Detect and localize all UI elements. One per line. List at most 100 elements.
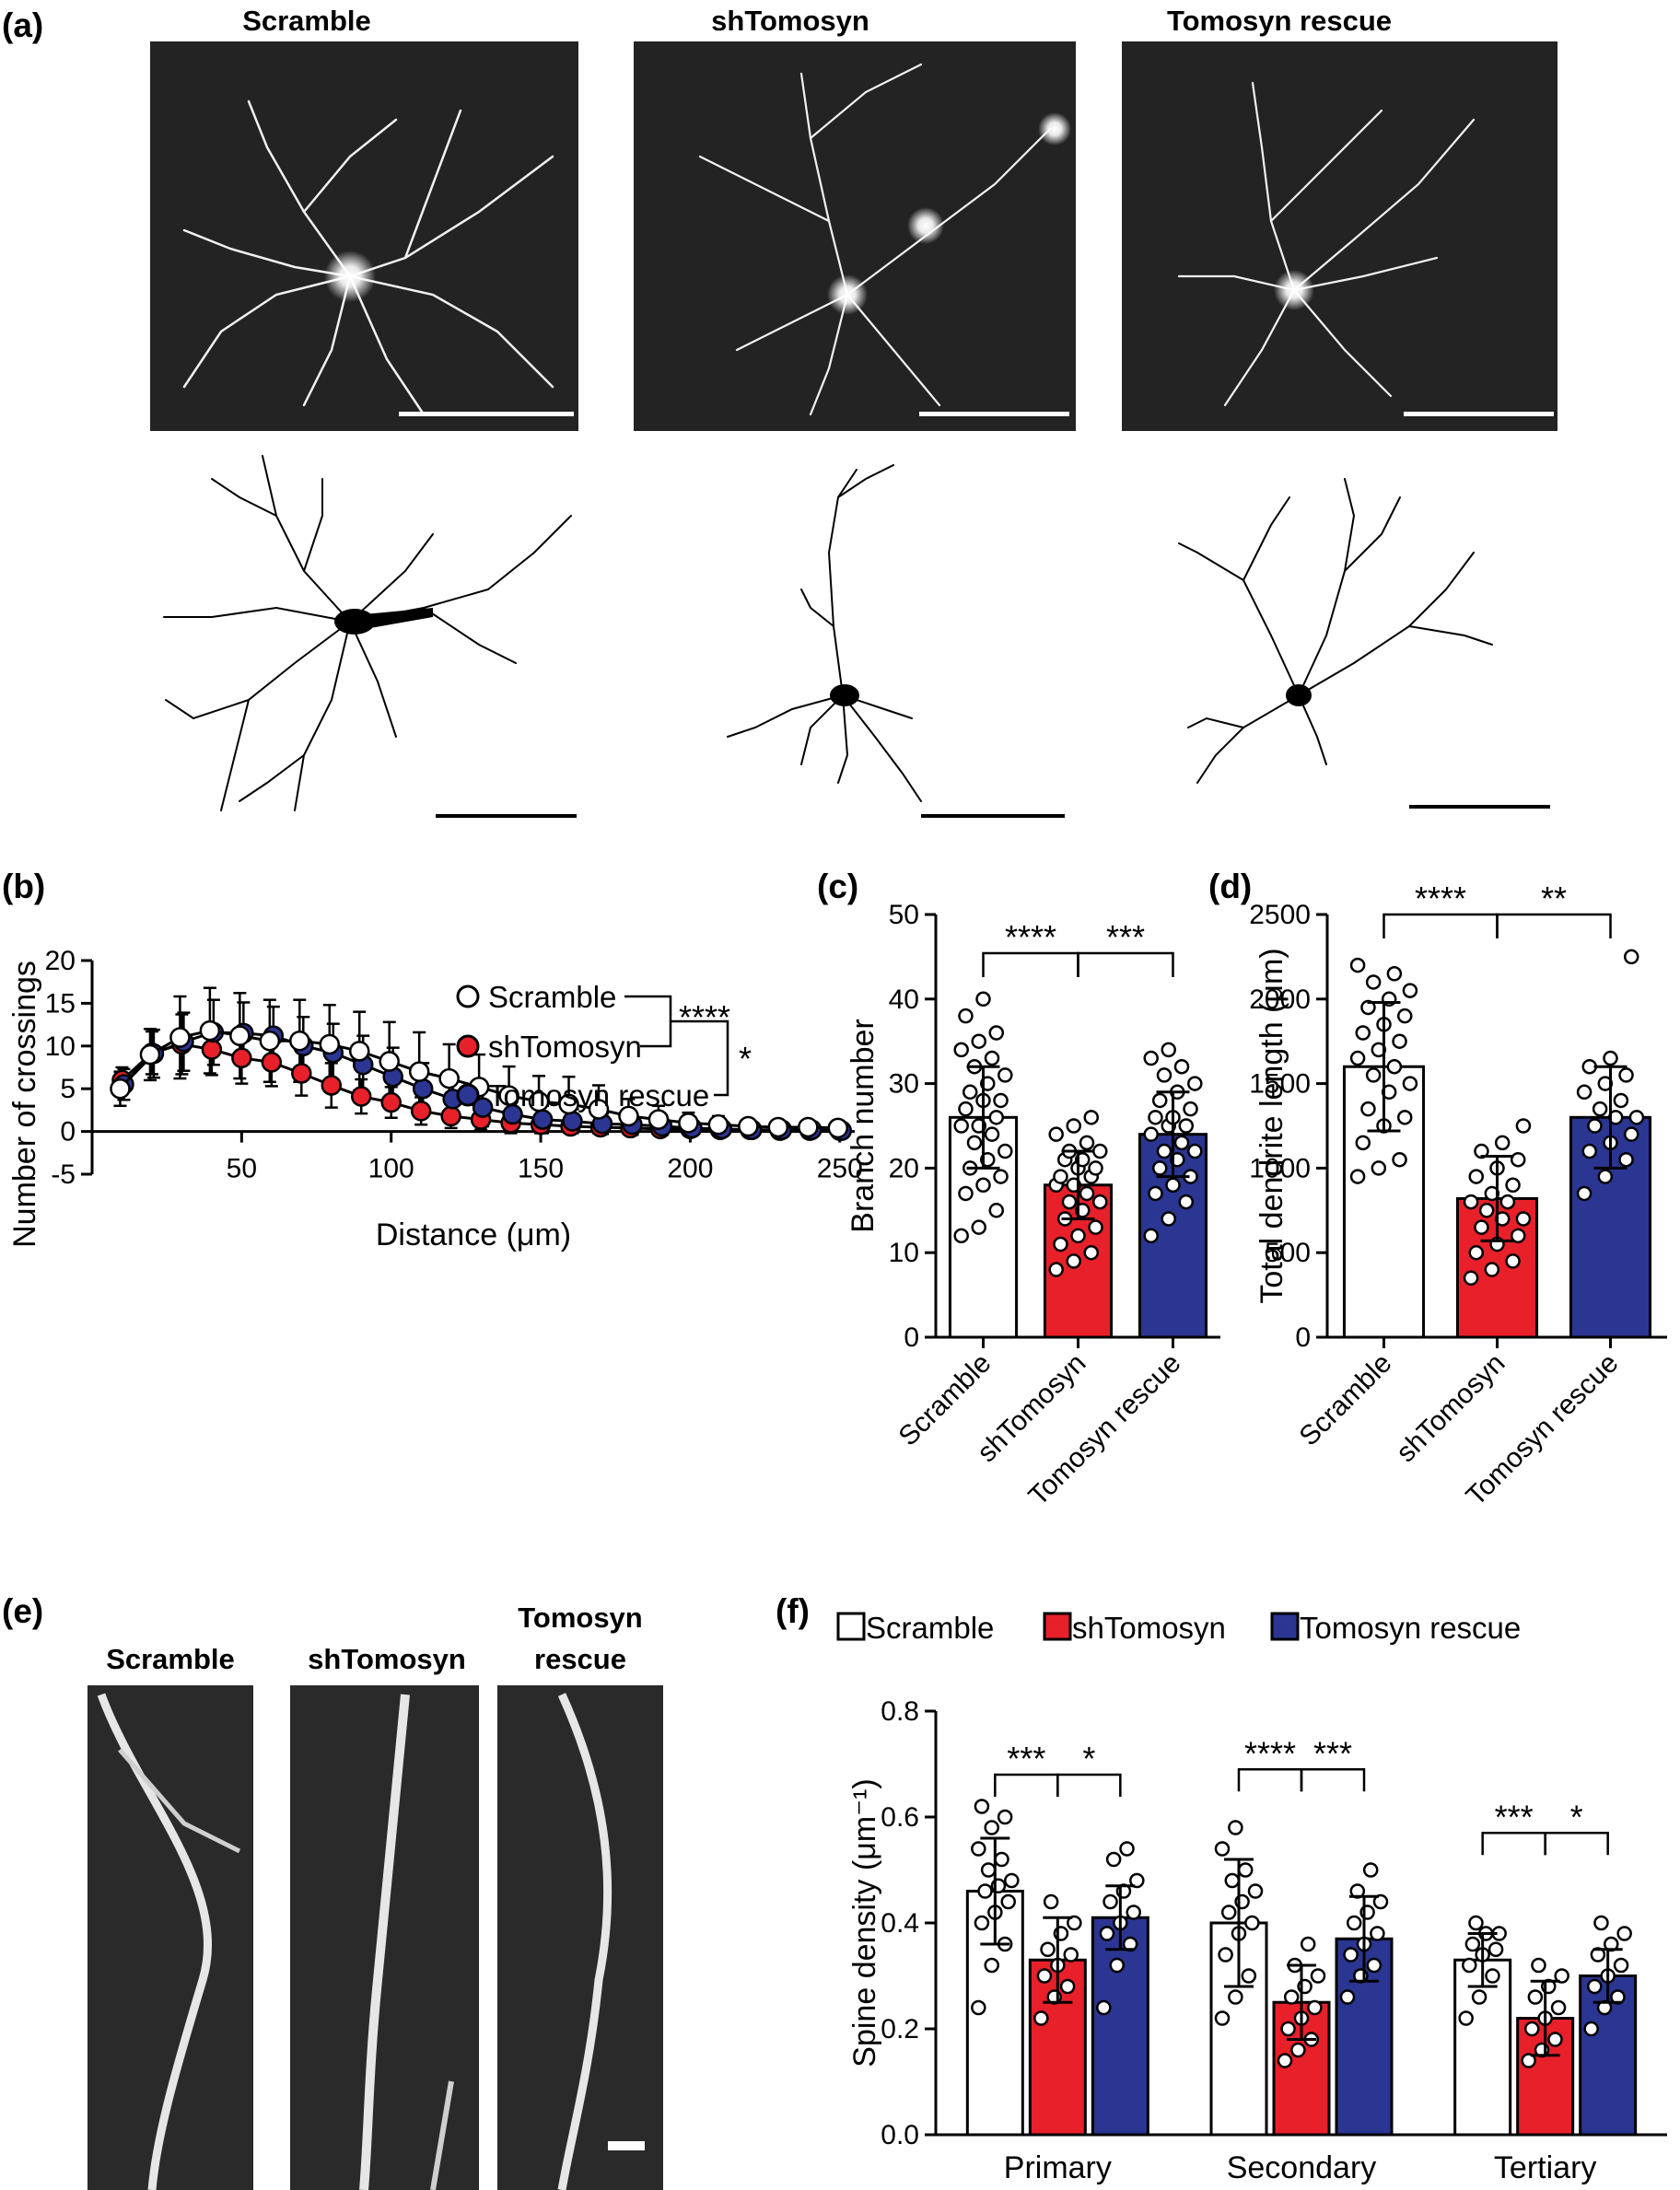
f-datapoint — [1105, 1851, 1122, 1868]
f-datapoint — [1214, 2010, 1231, 2026]
c-datapoint — [1173, 1135, 1190, 1151]
c-datapoint — [971, 1033, 986, 1049]
f-datapoint — [1036, 1968, 1053, 1984]
c-datapoint — [953, 1228, 969, 1244]
d-datapoint — [1603, 1050, 1618, 1066]
d-y-tick-label: 1500 — [1249, 1069, 1311, 1100]
c-datapoint — [993, 1169, 1009, 1184]
f-datapoint — [994, 1851, 1009, 1868]
b-point — [319, 1033, 341, 1055]
b-point — [528, 1090, 550, 1112]
f-datapoint — [1372, 1893, 1389, 1910]
d-datapoint — [1478, 1203, 1495, 1218]
f-datapoint — [1346, 1915, 1362, 1931]
f-datapoint — [977, 1883, 993, 1899]
c-y-tick-label: 30 — [889, 1069, 919, 1100]
f-legend-swatch-scramble — [836, 1612, 866, 1641]
d-sig-stars: **** — [1415, 879, 1466, 917]
f-datapoint — [971, 1999, 986, 2016]
b-point — [229, 1025, 251, 1046]
f-datapoint — [1228, 1820, 1243, 1835]
panel-f-label: (f) — [776, 1592, 810, 1630]
b-point — [289, 1030, 310, 1052]
f-datapoint — [1485, 1968, 1500, 1984]
d-datapoint — [1592, 1101, 1608, 1117]
d-y-tick-label: 0 — [1295, 1322, 1311, 1353]
f-datapoint — [1527, 1989, 1544, 2005]
f-datapoint — [1096, 1999, 1112, 2016]
f-datapoint — [997, 1809, 1013, 1825]
f-bar — [1091, 1916, 1149, 2137]
f-datapoint — [1280, 2021, 1296, 2037]
d-datapoint — [1365, 974, 1382, 990]
d-datapoint — [1349, 957, 1366, 973]
b-point — [498, 1085, 519, 1106]
f-datapoint — [1119, 1841, 1135, 1857]
c-datapoint — [998, 1067, 1013, 1083]
f-datapoint — [1218, 1947, 1233, 1963]
f-datapoint — [1224, 1872, 1241, 1889]
panel-c-label: (c) — [817, 868, 858, 905]
c-datapoint — [1187, 1143, 1203, 1159]
f-datapoint — [1464, 1936, 1481, 1952]
b-point — [110, 1078, 131, 1100]
b-point — [472, 1097, 494, 1118]
d-category-label: shTomosyn — [1391, 1348, 1511, 1469]
f-sig-bracket — [1300, 1768, 1366, 1792]
legend-label-shtomosyn: shTomosyn — [488, 1030, 642, 1064]
tracing-shtomosyn-scalebar — [921, 814, 1065, 818]
f-datapoint — [1241, 1968, 1257, 1984]
f-datapoint — [1000, 1893, 1016, 1910]
f-datapoint — [1063, 1947, 1079, 1963]
b-x-tick-label: 100 — [368, 1154, 414, 1184]
f-sig-stars: * — [1570, 1798, 1583, 1835]
b-y-tick-label: 0 — [60, 1117, 76, 1147]
f-datapoint — [1362, 1862, 1379, 1878]
b-y-tick-label: 10 — [45, 1031, 76, 1062]
c-datapoint — [962, 1084, 978, 1101]
d-datapoint — [1618, 1151, 1634, 1168]
c-datapoint — [1083, 1110, 1100, 1125]
f-datapoint — [1043, 1893, 1059, 1910]
b-point — [558, 1093, 579, 1115]
d-datapoint — [1474, 1219, 1489, 1235]
tracing-rescue-soma — [1286, 684, 1312, 706]
b-point — [618, 1105, 639, 1127]
d-datapoint — [1505, 1253, 1521, 1269]
b-x-tick-label: 250 — [817, 1154, 863, 1184]
c-datapoint — [984, 1050, 1000, 1066]
c-datapoint — [988, 1025, 1005, 1041]
panel-d-label: (d) — [1208, 868, 1252, 905]
f-datapoint — [1524, 2021, 1540, 2037]
f-datapoint — [984, 1957, 999, 1974]
c-datapoint — [1066, 1253, 1081, 1269]
f-datapoint — [1547, 2032, 1563, 2047]
c-datapoint — [958, 1185, 974, 1202]
d-datapoint — [1463, 1270, 1479, 1286]
b-point — [531, 1109, 554, 1130]
f-sig-bracket — [994, 1773, 1059, 1797]
f-datapoint — [1300, 1936, 1316, 1952]
d-datapoint — [1499, 1194, 1516, 1210]
panel-b-label: (b) — [2, 868, 45, 905]
f-legend-swatch-rescue — [1270, 1612, 1300, 1641]
c-datapoint — [1092, 1194, 1108, 1210]
f-legend-swatch-shtomosyn — [1043, 1612, 1072, 1641]
d-datapoint — [1355, 1135, 1371, 1151]
b-point — [738, 1115, 759, 1137]
c-y-axis-label: Branch number — [846, 1019, 881, 1232]
c-datapoint — [1165, 1177, 1181, 1194]
dendrite-shtomosyn — [290, 1685, 479, 2190]
f-y-tick-label: 0.4 — [881, 1908, 919, 1939]
c-datapoint — [1173, 1058, 1190, 1075]
f-datapoint — [1040, 1941, 1056, 1957]
tracing-shtomosyn — [727, 464, 922, 802]
f-y-tick-label: 0.0 — [881, 2120, 919, 2150]
f-datapoint — [1370, 1926, 1385, 1941]
b-point — [707, 1113, 729, 1136]
tracing-rescue-scalebar — [1409, 805, 1550, 809]
panel-a-title-shtomosyn: shTomosyn — [711, 5, 869, 37]
f-y-tick-label: 0.6 — [881, 1802, 919, 1833]
b-y-tick-label: 20 — [45, 946, 76, 976]
f-datapoint — [1593, 1915, 1609, 1931]
